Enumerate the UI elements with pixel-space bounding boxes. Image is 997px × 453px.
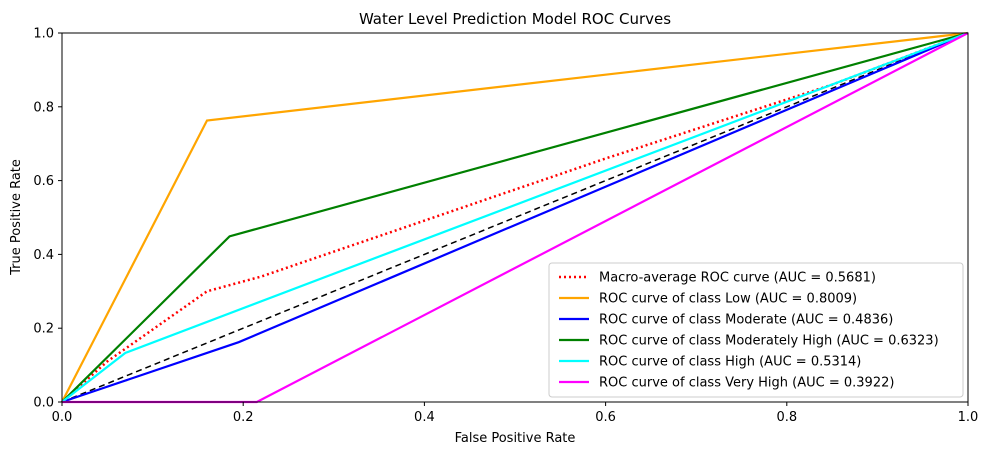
y-tick-label: 1.0 — [33, 27, 54, 42]
x-axis-ticks: 0.0 0.2 0.4 0.6 0.8 1.0 — [52, 402, 979, 425]
chart-title: Water Level Prediction Model ROC Curves — [359, 10, 671, 28]
y-axis-ticks: 0.0 0.2 0.4 0.6 0.8 1.0 — [33, 27, 62, 411]
series-line-4 — [61, 31, 969, 403]
y-tick-label: 0.4 — [33, 248, 54, 263]
legend-entry: ROC curve of class Moderate (AUC = 0.483… — [599, 313, 893, 328]
x-tick-label: 0.0 — [52, 410, 73, 425]
x-tick-label: 0.2 — [233, 410, 254, 425]
x-axis-label: False Positive Rate — [455, 431, 576, 446]
y-tick-label: 0.8 — [33, 100, 54, 115]
legend: Macro-average ROC curve (AUC = 0.5681) RO… — [548, 262, 964, 398]
legend-entry: ROC curve of class High (AUC = 0.5314) — [599, 355, 861, 370]
x-tick-label: 1.0 — [958, 410, 979, 425]
x-tick-label: 0.4 — [414, 410, 435, 425]
legend-entry: ROC curve of class Low (AUC = 0.8009) — [599, 292, 857, 307]
y-tick-label: 0.2 — [33, 322, 54, 337]
y-tick-label: 0.6 — [33, 174, 54, 189]
y-tick-label: 0.0 — [33, 396, 54, 411]
plot-frame — [61, 32, 969, 403]
x-tick-label: 0.6 — [595, 410, 616, 425]
chance-diagonal-line — [61, 32, 969, 403]
legend-entry: ROC curve of class Moderately High (AUC … — [599, 334, 939, 349]
series-line-3 — [61, 31, 969, 403]
legend-entry: ROC curve of class Very High (AUC = 0.39… — [599, 376, 894, 391]
legend-entry: Macro-average ROC curve (AUC = 0.5681) — [599, 271, 876, 286]
y-axis-label: True Positive Rate — [9, 159, 24, 276]
series-line-2 — [61, 31, 969, 404]
x-tick-label: 0.8 — [776, 410, 797, 425]
legend-box — [548, 262, 964, 398]
series-line-1 — [61, 31, 969, 403]
